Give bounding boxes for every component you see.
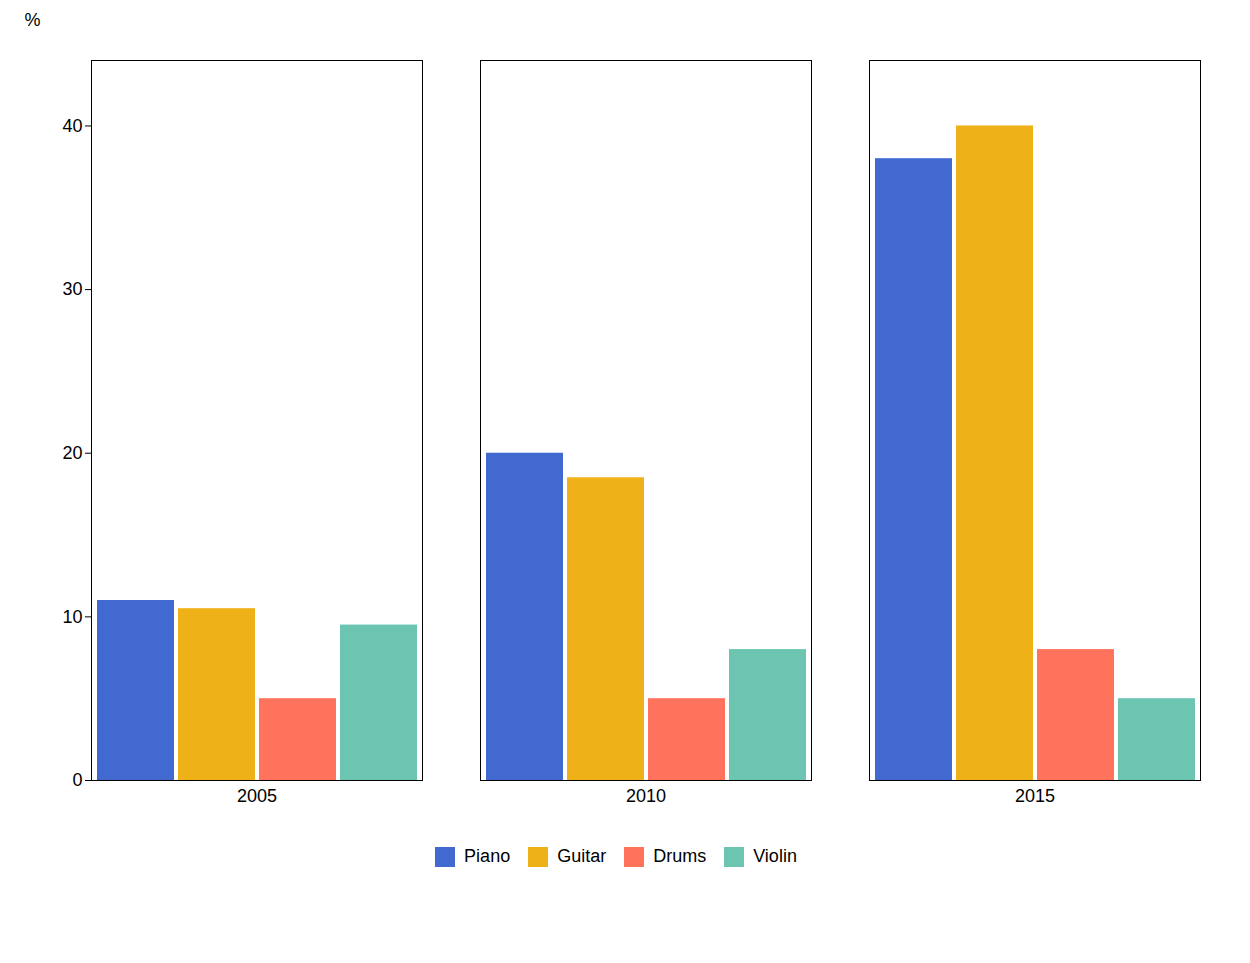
svg-text:10: 10 (62, 607, 82, 627)
svg-text:0: 0 (72, 770, 82, 790)
html-text:Piano: Piano (464, 846, 511, 866)
svg-text:2005: 2005 (237, 786, 277, 806)
html-text:Drums: Drums (653, 846, 707, 866)
html-text:Guitar: Guitar (557, 846, 607, 866)
svg-text:2015: 2015 (1015, 786, 1055, 806)
svg-text:30: 30 (62, 279, 82, 299)
svg-text:2010: 2010 (626, 786, 666, 806)
svg-text:40: 40 (62, 116, 82, 136)
html-text:Violin: Violin (753, 846, 797, 866)
svg-text:%: % (25, 10, 41, 30)
svg-text:20: 20 (62, 443, 82, 463)
